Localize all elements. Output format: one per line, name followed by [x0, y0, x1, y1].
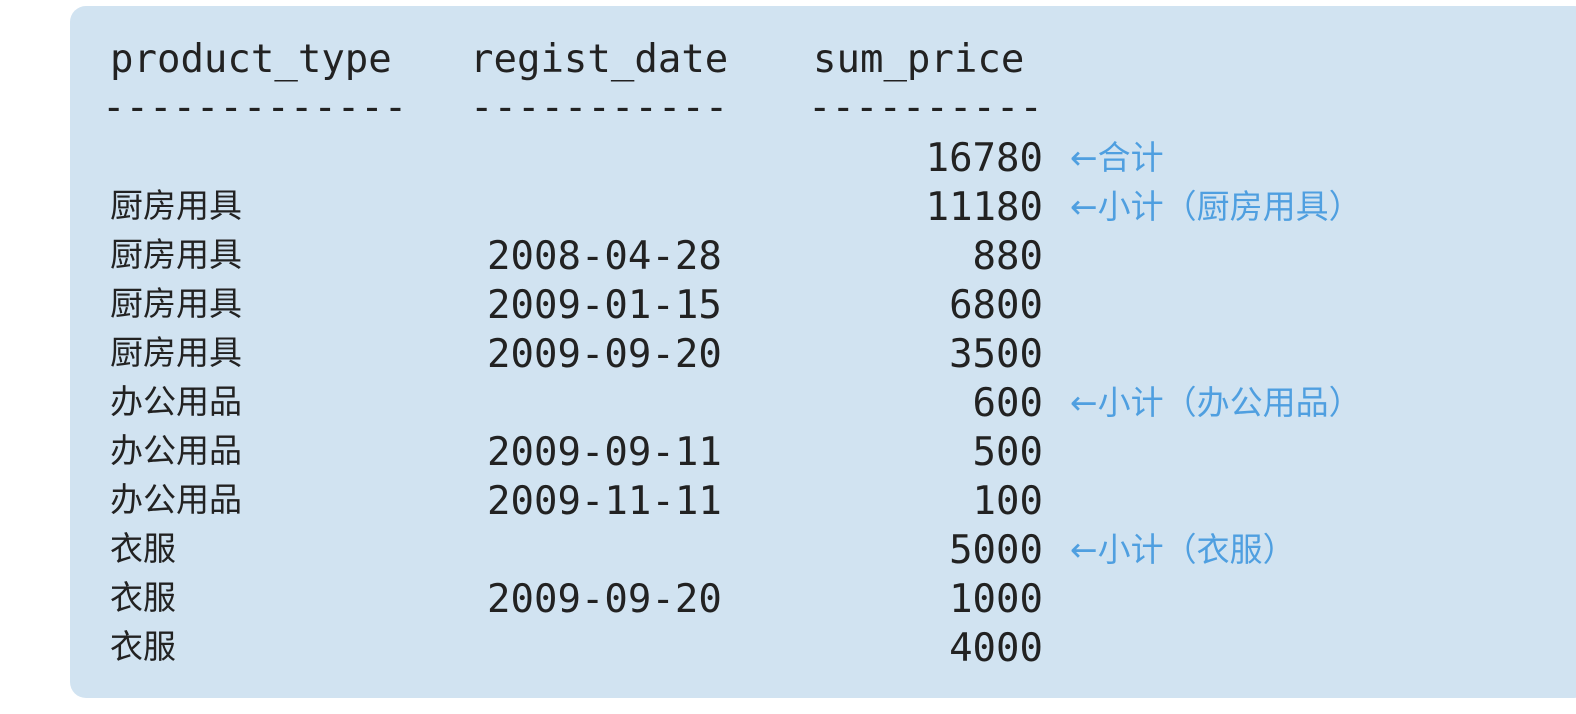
row-5-product-type: 办公用品: [110, 382, 242, 421]
row-6-product-type: 办公用品: [110, 431, 242, 470]
row-1-note: ←小计（厨房用具）: [1070, 187, 1362, 226]
row-3-product-type: 厨房用具: [110, 284, 242, 323]
row-3-regist-date: 2009-01-15: [487, 283, 722, 328]
row-4-regist-date: 2009-09-20: [487, 332, 722, 377]
row-8-product-type: 衣服: [110, 529, 176, 568]
row-7-regist-date: 2009-11-11: [487, 479, 722, 524]
row-9-regist-date: 2009-09-20: [487, 577, 722, 622]
separator-product-type: -------------: [102, 85, 408, 130]
header-product-type: product_type: [110, 37, 392, 82]
result-panel: [70, 6, 1576, 698]
row-7-product-type: 办公用品: [110, 480, 242, 519]
row-8-note: ←小计（衣服）: [1070, 530, 1296, 569]
header-sum-price: sum_price: [813, 37, 1025, 82]
row-6-regist-date: 2009-09-11: [487, 430, 722, 475]
row-10-sum-price: 4000: [949, 626, 1043, 671]
row-0-sum-price: 16780: [925, 136, 1043, 181]
separator-sum-price: ----------: [808, 85, 1043, 130]
row-5-note: ←小计（办公用品）: [1070, 383, 1362, 422]
row-3-sum-price: 6800: [949, 283, 1043, 328]
row-9-product-type: 衣服: [110, 578, 176, 617]
row-7-sum-price: 100: [972, 479, 1043, 524]
row-4-sum-price: 3500: [949, 332, 1043, 377]
separator-regist-date: -----------: [470, 85, 729, 130]
row-0-note: ←合计: [1070, 138, 1164, 177]
row-8-sum-price: 5000: [949, 528, 1043, 573]
row-4-product-type: 厨房用具: [110, 333, 242, 372]
row-6-sum-price: 500: [972, 430, 1043, 475]
row-2-regist-date: 2008-04-28: [487, 234, 722, 279]
row-9-sum-price: 1000: [949, 577, 1043, 622]
row-1-sum-price: 11180: [925, 185, 1043, 230]
row-5-sum-price: 600: [972, 381, 1043, 426]
header-regist-date: regist_date: [470, 37, 729, 82]
row-2-product-type: 厨房用具: [110, 235, 242, 274]
row-2-sum-price: 880: [972, 234, 1043, 279]
row-10-product-type: 衣服: [110, 627, 176, 666]
row-1-product-type: 厨房用具: [110, 186, 242, 225]
